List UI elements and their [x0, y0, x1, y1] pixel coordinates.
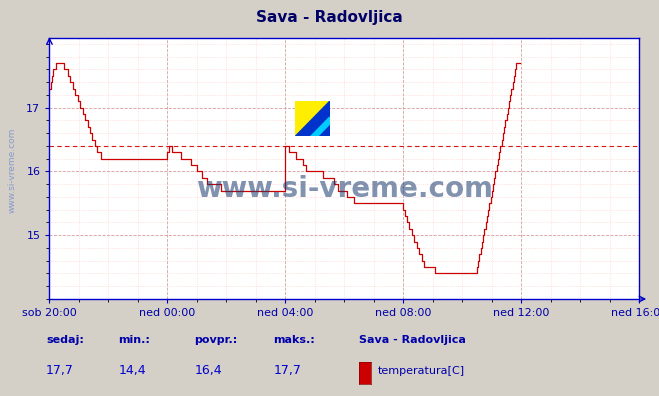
Text: povpr.:: povpr.: [194, 335, 238, 345]
Text: www.si-vreme.com: www.si-vreme.com [196, 175, 493, 203]
Polygon shape [310, 117, 330, 137]
Text: 14,4: 14,4 [119, 364, 146, 377]
Text: temperatura[C]: temperatura[C] [378, 366, 465, 376]
Text: Sava - Radovljica: Sava - Radovljica [256, 10, 403, 25]
Text: 17,7: 17,7 [46, 364, 74, 377]
Text: www.si-vreme.com: www.si-vreme.com [8, 128, 17, 213]
Polygon shape [295, 101, 330, 137]
Text: Sava - Radovljica: Sava - Radovljica [359, 335, 466, 345]
Text: min.:: min.: [119, 335, 150, 345]
Text: maks.:: maks.: [273, 335, 315, 345]
Text: sedaj:: sedaj: [46, 335, 84, 345]
Text: 16,4: 16,4 [194, 364, 222, 377]
Polygon shape [295, 101, 330, 137]
Text: 17,7: 17,7 [273, 364, 301, 377]
